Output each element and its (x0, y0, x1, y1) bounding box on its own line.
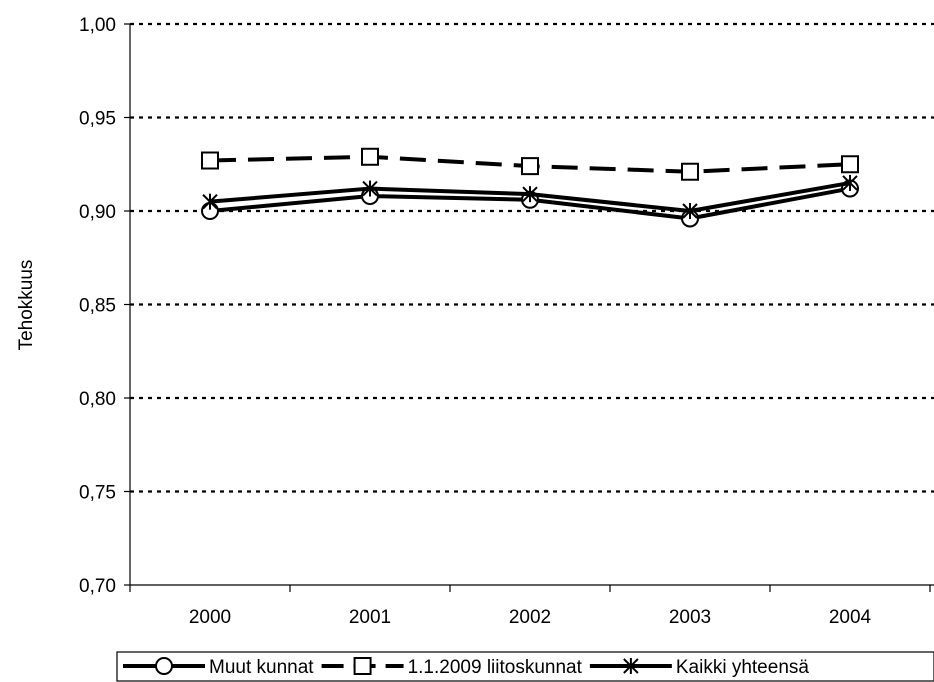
y-ticks: 0,70 0,75 0,80 0,85 0,90 0,95 1,00 (79, 15, 130, 597)
data-point-square (361, 147, 379, 166)
y-tick-label: 0,80 (79, 389, 116, 410)
data-point-square (681, 162, 699, 181)
legend-entry: 1.1.2009 liitoskunnat (321, 657, 583, 678)
legend-label: Muut kunnat (209, 657, 314, 678)
data-point-circle-legend (155, 657, 173, 675)
data-point-asterisk (522, 186, 538, 203)
data-point-square (841, 155, 859, 174)
x-tick-label: 2001 (349, 607, 391, 628)
x-tick-label: 2003 (669, 607, 711, 628)
data-point-asterisk-legend (623, 658, 639, 674)
data-point-square (201, 151, 219, 170)
legend-box (116, 651, 934, 682)
data-point-square-legend (353, 657, 372, 675)
legend-entry: Muut kunnat (123, 657, 314, 678)
x-tick-label: 2000 (189, 607, 231, 628)
y-axis-label: Tehokkuus (16, 260, 37, 351)
x-tick-label: 2002 (509, 607, 551, 628)
y-tick-label: 0,85 (79, 296, 116, 317)
legend-label: 1.1.2009 liitoskunnat (408, 657, 583, 678)
y-tick-label: 0,70 (79, 576, 116, 597)
data-point-asterisk (202, 193, 218, 210)
x-ticks: 2000 2001 2002 2003 2004 (129, 585, 931, 628)
data-point-asterisk (842, 174, 858, 191)
series-group (201, 147, 859, 228)
data-point-asterisk (362, 180, 378, 197)
data-point-asterisk (682, 203, 698, 219)
series-3 (202, 174, 858, 219)
y-tick-label: 0,75 (79, 483, 116, 504)
y-tick-label: 1,00 (79, 15, 116, 36)
gridlines (130, 22, 934, 493)
legend-label: Kaikki yhteensä (676, 657, 810, 678)
x-tick-label: 2004 (829, 607, 872, 628)
legend-entry: Kaikki yhteensä (589, 657, 810, 678)
legend: Muut kunnat 1.1.2009 liitoskunnat Kaikki y… (116, 651, 934, 682)
y-tick-label: 0,95 (79, 109, 116, 130)
y-tick-label: 0,90 (79, 202, 116, 223)
data-point-square (521, 157, 539, 176)
series-2 (201, 147, 859, 181)
